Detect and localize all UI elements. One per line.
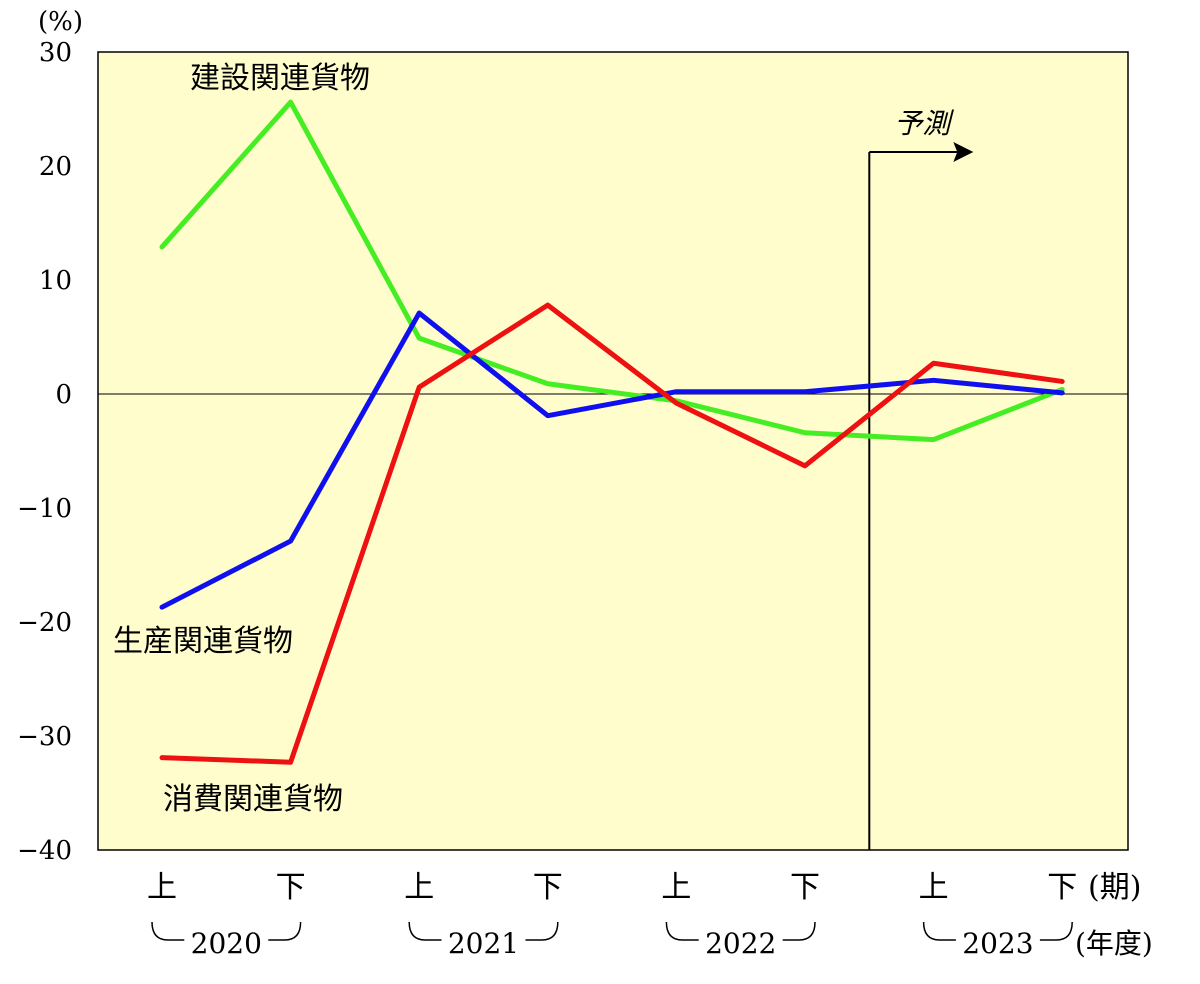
series-label-production: 生産関連貨物: [113, 624, 293, 659]
series-line-0: [159, 99, 1065, 443]
year-bracket: [922, 921, 1073, 941]
plot-area: [97, 51, 1129, 851]
y-tick-label: −20: [17, 608, 72, 638]
x-period-label: 上: [919, 870, 949, 905]
x-period-label: 上: [404, 870, 434, 905]
y-tick-label: −10: [17, 494, 72, 524]
series-lines: [159, 99, 1065, 765]
y-tick-label: 30: [39, 38, 72, 68]
year-bracket: [408, 921, 559, 941]
year-bracket: [151, 921, 302, 941]
x-year-label: 2020: [191, 927, 262, 960]
series-label-construction: 建設関連貨物: [190, 61, 370, 96]
y-tick-label: −40: [17, 836, 72, 866]
x-period-label: 下: [1047, 870, 1077, 905]
y-tick-label: −30: [17, 722, 72, 752]
y-axis-ticks: 30 20 10 0 −10 −20 −30 −40: [17, 38, 72, 866]
series-label-consumption: 消費関連貨物: [163, 782, 343, 817]
x-period-label: 下: [790, 870, 820, 905]
series-line-2: [159, 302, 1065, 765]
period-unit-label: (期): [1088, 870, 1141, 905]
x-axis-year-labels: 2020 2021 2022 2023: [151, 921, 1073, 960]
year-bracket: [665, 921, 816, 941]
x-axis-period-labels: 上下上下上下上下: [147, 870, 1077, 905]
year-unit-label: (年度): [1075, 927, 1153, 960]
x-year-label: 2021: [448, 927, 519, 960]
x-year-label: 2023: [962, 927, 1033, 960]
forecast-arrow-head: [953, 142, 974, 162]
x-period-label: 上: [147, 870, 177, 905]
y-tick-label: 10: [39, 266, 72, 296]
x-year-label: 2022: [705, 927, 776, 960]
x-period-label: 下: [276, 870, 306, 905]
forecast-marker: 予測: [868, 107, 974, 850]
x-period-label: 下: [533, 870, 563, 905]
y-tick-label: 20: [39, 152, 72, 182]
y-tick-label: 0: [55, 380, 72, 410]
x-period-label: 上: [661, 870, 691, 905]
y-unit-label: (%): [38, 7, 83, 37]
forecast-label: 予測: [894, 107, 954, 140]
